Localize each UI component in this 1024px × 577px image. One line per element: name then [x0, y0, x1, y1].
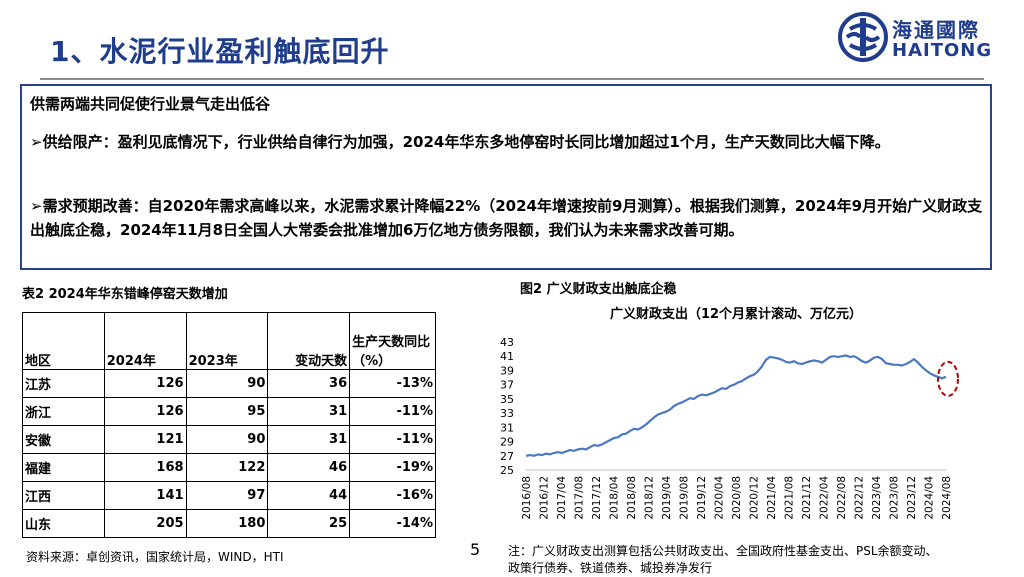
title-divider [40, 78, 984, 80]
table-cell: 121 [103, 425, 187, 454]
y-tick-label: 37 [500, 379, 514, 392]
table-cell: 31 [267, 397, 351, 426]
summary-box: 供需两端共同促使行业景气走出低谷 ➢供给限产：盈利见底情况下，行业供给自律行为加… [20, 84, 992, 270]
table-cell: 江苏 [22, 369, 105, 398]
x-tick-label: 2021/04 [766, 476, 778, 520]
table-cell: -11% [349, 425, 436, 454]
haitong-logo-icon [838, 12, 888, 62]
figure-caption: 图2 广义财政支出触底企稳 [520, 282, 677, 297]
x-tick-label: 2018/04 [609, 476, 621, 520]
summary-demand-point: ➢需求预期改善：自2020年需求高峰以来，水泥需求累计降幅22%（2024年增速… [30, 197, 983, 239]
x-tick-label: 2017/12 [591, 476, 603, 520]
table-title: 表2 2024年华东错峰停窑天数增加 [22, 287, 228, 302]
table-cell: 180 [185, 509, 269, 538]
figure-note: 注：广义财政支出测算包括公共财政支出、全国政府性基金支出、PSL余额变动、政策行… [508, 544, 938, 575]
table-cell: 95 [185, 397, 269, 426]
x-tick-label: 2019/08 [679, 476, 691, 520]
table-cell: 97 [185, 481, 269, 510]
x-tick-label: 2017/08 [574, 476, 586, 520]
x-tick-label: 2017/04 [556, 476, 568, 520]
x-tick-label: 2023/12 [906, 476, 918, 520]
table-cell: 江西 [22, 481, 105, 510]
table-cell: 31 [267, 425, 351, 454]
y-tick-label: 35 [500, 393, 514, 406]
table-cell: 25 [267, 509, 351, 538]
y-tick-label: 29 [500, 436, 514, 449]
table-row: 福建 168 122 46 -19% [22, 453, 436, 482]
y-tick-label: 25 [500, 464, 514, 477]
table-header-cell: 2024年 [103, 312, 187, 370]
table-header-cell: 生产天数同比（%） [349, 312, 436, 370]
logo-text-en: HAITONG [892, 40, 993, 61]
table-row: 安徽 121 90 31 -11% [22, 425, 436, 454]
page-title: 1、水泥行业盈利触底回升 [50, 35, 390, 68]
table-cell: 141 [103, 481, 187, 510]
table-cell: 205 [103, 509, 187, 538]
table-cell: 安徽 [22, 425, 105, 454]
x-tick-label: 2016/12 [539, 476, 551, 520]
table-row: 江西 141 97 44 -16% [22, 481, 436, 510]
table-row: 山东 205 180 25 -14% [22, 509, 436, 538]
table-cell: 90 [185, 369, 269, 398]
x-tick-label: 2022/08 [836, 476, 848, 520]
table-cell: -16% [349, 481, 436, 510]
y-tick-label: 27 [500, 450, 514, 463]
x-tick-label: 2024/04 [924, 476, 936, 520]
table-cell: 126 [103, 397, 187, 426]
y-tick-label: 39 [500, 364, 514, 377]
x-tick-label: 2024/08 [941, 476, 953, 520]
x-tick-label: 2021/12 [801, 476, 813, 520]
x-tick-label: 2020/08 [731, 476, 743, 520]
table-header-cell: 2023年 [185, 312, 269, 370]
logo-text-cn: 海通國際 [892, 18, 980, 42]
x-tick-label: 2023/04 [871, 476, 883, 520]
x-tick-label: 2023/08 [889, 476, 901, 520]
table-cell: -13% [349, 369, 436, 398]
y-tick-label: 33 [500, 407, 514, 420]
x-tick-label: 2021/08 [784, 476, 796, 520]
source-note: 资料来源：卓创资讯，国家统计局，WIND，HTI [26, 550, 284, 564]
summary-supply-point: ➢供给限产：盈利见底情况下，行业供给自律行为加强，2024年华东多地停窑时长同比… [30, 133, 890, 151]
table-cell: 126 [103, 369, 187, 398]
table-cell: 福建 [22, 453, 105, 482]
table-row: 浙江 126 95 31 -11% [22, 397, 436, 426]
x-tick-label: 2020/12 [749, 476, 761, 520]
table-cell: -11% [349, 397, 436, 426]
table-cell: -14% [349, 509, 436, 538]
x-tick-label: 2018/12 [644, 476, 656, 520]
table-cell: 122 [185, 453, 269, 482]
x-tick-label: 2022/12 [854, 476, 866, 520]
x-tick-label: 2019/04 [661, 476, 673, 520]
series-line [525, 354, 947, 457]
shutdown-days-table: 地区 2024年 2023年 变动天数 生产天数同比（%） 江苏 126 90 … [22, 312, 436, 538]
table-header-row: 地区 2024年 2023年 变动天数 生产天数同比（%） [22, 312, 436, 370]
table-cell: 44 [267, 481, 351, 510]
x-tick-label: 2022/04 [819, 476, 831, 520]
haitong-logo: 海通國際 HAITONG [836, 8, 996, 68]
table-cell: 山东 [22, 509, 105, 538]
table-cell: 36 [267, 369, 351, 398]
page-number: 5 [470, 540, 481, 559]
chart-title: 广义财政支出（12个月累计滚动、万亿元） [610, 306, 862, 322]
x-tick-label: 2019/12 [696, 476, 708, 520]
x-tick-label: 2016/08 [521, 476, 533, 520]
x-tick-label: 2020/04 [714, 476, 726, 520]
summary-heading: 供需两端共同促使行业景气走出低谷 [30, 95, 271, 113]
table-cell: 168 [103, 453, 187, 482]
table-cell: 46 [267, 453, 351, 482]
y-tick-label: 31 [500, 421, 514, 434]
table-header-cell: 变动天数 [267, 312, 351, 370]
y-tick-label: 41 [500, 350, 514, 363]
highlight-ellipse [937, 360, 959, 397]
x-tick-label: 2018/08 [626, 476, 638, 520]
y-tick-label: 43 [500, 336, 514, 349]
table-row: 江苏 126 90 36 -13% [22, 369, 436, 398]
table-cell: 90 [185, 425, 269, 454]
table-cell: 浙江 [22, 397, 105, 426]
table-cell: -19% [349, 453, 436, 482]
table-header-cell: 地区 [22, 312, 105, 370]
